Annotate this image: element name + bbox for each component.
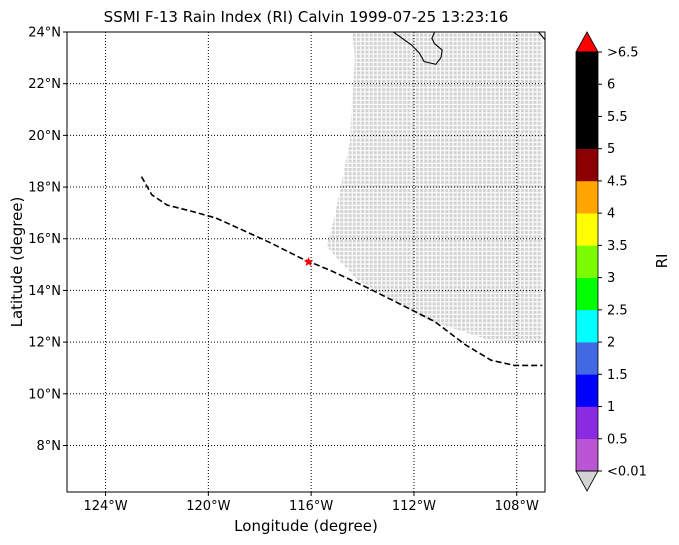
colorbar-segment-6 <box>576 245 598 278</box>
colorbar-tick-label-4: 2 <box>607 336 615 351</box>
ssmi-swath <box>326 32 543 343</box>
colorbar-tick-label-11: 5.5 <box>607 110 628 125</box>
colorbar-segment-2 <box>576 374 598 407</box>
colorbar-tick-label-7: 3.5 <box>607 239 628 254</box>
colorbar-tick-label-3: 1.5 <box>607 368 628 383</box>
colorbar-tick-label-10: 5 <box>607 142 615 157</box>
colorbar-segment-9 <box>576 148 598 182</box>
colorbar-tick-label-5: 2.5 <box>607 303 628 318</box>
chart-title: SSMI F-13 Rain Index (RI) Calvin 1999-07… <box>104 8 509 26</box>
y-tick-label-1: 10°N <box>28 387 61 402</box>
colorbar-under-triangle <box>575 470 599 492</box>
colorbar-tick-label-8: 4 <box>607 207 615 222</box>
coastline-1 <box>538 32 545 41</box>
storm-position-marker <box>303 256 314 267</box>
colorbar-segment-11 <box>576 84 598 117</box>
colorbar-segment-0 <box>576 438 598 472</box>
y-tick-label-7: 22°N <box>28 77 61 92</box>
colorbar-segment-4 <box>576 309 598 343</box>
x-tick-label-2: 116°W <box>289 499 333 514</box>
colorbar-segment-10 <box>576 116 598 149</box>
colorbar-segment-3 <box>576 342 598 375</box>
colorbar-segment-1 <box>576 406 598 440</box>
colorbar-over-triangle <box>575 31 599 53</box>
colorbar-tick-label-9: 4.5 <box>607 174 628 189</box>
y-tick-label-3: 14°N <box>28 284 61 299</box>
colorbar-tick-label-6: 3 <box>607 271 615 286</box>
colorbar-segment-7 <box>576 213 598 246</box>
y-tick-label-0: 8°N <box>37 439 62 454</box>
coastlines <box>393 32 545 65</box>
y-tick-label-6: 20°N <box>28 129 61 144</box>
x-tick-label-3: 112°W <box>392 499 436 514</box>
x-axis-label: Longitude (degree) <box>234 517 378 535</box>
y-tick-label-2: 12°N <box>28 336 61 351</box>
x-tick-label-1: 120°W <box>186 499 230 514</box>
x-axis-ticks: 124°W 120°W 116°W 112°W 108°W <box>83 492 539 514</box>
y-axis-label: Latitude (degree) <box>8 197 26 328</box>
y-tick-label-8: 24°N <box>28 26 61 41</box>
colorbar: <0.01 0.5 1 1.5 2 2.5 3 3.5 4 4.5 5 5.5 6 >6.5 <box>575 31 647 492</box>
storm-track-line <box>140 176 543 367</box>
colorbar-tick-label-0: <0.01 <box>607 465 647 480</box>
colorbar-segment-8 <box>576 180 598 214</box>
plot-frame <box>66 31 546 493</box>
x-tick-label-4: 108°W <box>495 499 539 514</box>
colorbar-tick-label-1: 0.5 <box>607 432 628 447</box>
y-tick-label-4: 16°N <box>28 232 61 247</box>
y-axis-ticks: 8°N 10°N 12°N 14°N 16°N 18°N 20°N 22°N 24°N <box>28 26 67 454</box>
colorbar-segment-5 <box>576 277 598 311</box>
colorbar-tick-label-2: 1 <box>607 400 615 415</box>
colorbar-frame <box>575 51 599 472</box>
colorbar-label: RI <box>653 254 671 269</box>
x-tick-label-0: 124°W <box>83 499 127 514</box>
colorbar-segment-12 <box>576 52 598 85</box>
colorbar-tick-label-13: >6.5 <box>607 46 639 61</box>
colorbar-tick-label-12: 6 <box>607 78 615 93</box>
storm-star <box>303 256 314 267</box>
coastline-0 <box>393 32 443 65</box>
y-tick-label-5: 18°N <box>28 181 61 196</box>
